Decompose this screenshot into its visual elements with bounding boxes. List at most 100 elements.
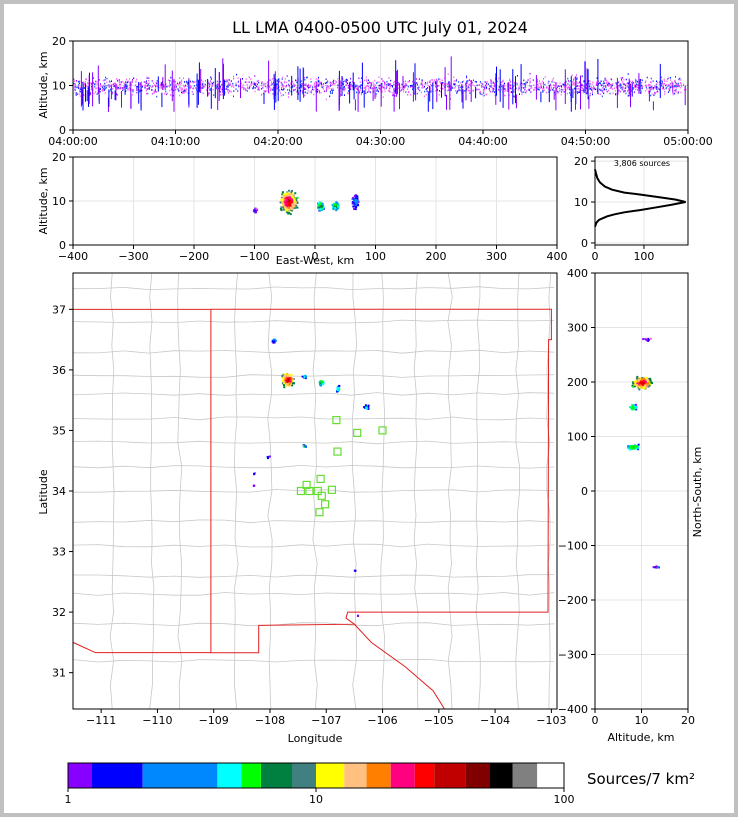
altitude-time-source [685, 88, 687, 91]
altitude-time-source [461, 81, 463, 83]
altitude-time-source [468, 87, 470, 89]
altitude-time-source [118, 79, 120, 82]
altitude-time-source [521, 86, 523, 89]
county-boundary [73, 519, 555, 524]
altitude-time-source [544, 76, 546, 78]
altitude-time-source [185, 89, 187, 91]
altitude-time-source [156, 85, 157, 87]
altitude-time-source [389, 90, 390, 92]
altitude-time-source [109, 81, 111, 83]
altitude-time-source [78, 80, 80, 83]
altitude-time-source [502, 83, 504, 86]
altitude-time-source [531, 87, 533, 89]
altitude-time-source [228, 79, 230, 81]
altitude-time-source [116, 78, 118, 81]
altitude-time-source [680, 82, 681, 84]
altitude-time-source [593, 88, 595, 90]
altitude-time-source [75, 94, 77, 96]
altitude-time-source [493, 83, 495, 86]
altitude-east-west-source [335, 206, 338, 209]
altitude-time-source [202, 80, 204, 83]
altitude-time-source [217, 83, 219, 85]
altitude-time-source [606, 90, 608, 93]
altitude-time-streak [222, 86, 224, 96]
altitude-time-source [330, 87, 332, 90]
altitude-time-source [301, 84, 302, 87]
altitude-time-source [288, 79, 290, 82]
altitude-time-source [154, 89, 156, 91]
altitude-time-source [577, 85, 579, 88]
altitude-time-source [489, 85, 491, 88]
altitude-time-source [447, 83, 449, 85]
altitude-time-source [491, 91, 493, 93]
altitude-time-source [606, 79, 607, 82]
altitude-time-source [301, 83, 303, 85]
altitude-time-streak [124, 83, 126, 95]
altitude-time-source [180, 82, 182, 85]
altitude-time-source [491, 84, 493, 87]
altitude-time-streak [188, 80, 190, 105]
altitude-time-source [532, 79, 534, 81]
altitude-time-source [373, 83, 375, 86]
altitude-time-source [417, 87, 419, 89]
altitude-time-source [650, 77, 652, 80]
altitude-time-source [485, 83, 487, 86]
altitude-east-west-source [295, 199, 298, 201]
altitude-time-source [514, 82, 516, 84]
altitude-time-source [375, 95, 377, 97]
altitude-time-source [476, 88, 478, 91]
altitude-time-source [529, 84, 530, 87]
altitude-time-source [640, 90, 642, 93]
altitude-time-source [322, 88, 324, 90]
altitude-east-west-source [279, 201, 282, 204]
altitude-east-west-source [332, 207, 335, 210]
altitude-time-source [403, 80, 405, 83]
altitude-time-source [635, 85, 637, 87]
altitude-time-source [596, 82, 598, 85]
altitude-time-source [574, 87, 576, 90]
altitude-time-source [123, 85, 125, 88]
altitude-time-source [248, 81, 250, 83]
altitude-time-source [431, 84, 433, 87]
altitude-time-source [376, 90, 378, 92]
north-south-altitude-source [645, 337, 648, 340]
altitude-time-source [387, 83, 389, 85]
altitude-time-source [182, 92, 184, 94]
altitude-time-source [291, 80, 293, 83]
north-south-altitude-source [645, 339, 648, 342]
altitude-time-source [154, 90, 156, 93]
altitude-time-source [288, 85, 290, 87]
altitude-time-source [404, 82, 406, 85]
altitude-time-source [296, 86, 298, 89]
altitude-time-source [170, 76, 172, 79]
altitude-time-source [671, 81, 673, 84]
altitude-time-source [675, 85, 677, 87]
altitude-time-source [683, 84, 685, 87]
altitude-time-source [90, 82, 92, 84]
altitude-time-source [237, 81, 239, 83]
altitude-time-source [347, 82, 348, 85]
altitude-time-source [430, 83, 432, 86]
altitude-time-source [79, 90, 81, 93]
altitude-time-streak [475, 86, 477, 99]
altitude-time-source [355, 91, 357, 94]
altitude-time-source [435, 85, 437, 87]
altitude-time-source [228, 81, 230, 84]
altitude-time-source [74, 83, 76, 85]
altitude-time-source [565, 89, 567, 91]
altitude-time-source [447, 85, 449, 88]
altitude-time-source [296, 81, 298, 84]
altitude-east-west-source [293, 199, 296, 202]
altitude-time-source [558, 85, 560, 88]
altitude-time-source [304, 78, 306, 81]
altitude-east-west-source [291, 196, 294, 198]
altitude-time-source [623, 91, 625, 93]
altitude-time-source [452, 87, 454, 89]
north-south-altitude-y-tick-label: −200 [558, 594, 588, 607]
colorbar-swatch [366, 763, 391, 788]
altitude-time-source [458, 84, 460, 87]
altitude-time-source [181, 87, 183, 89]
altitude-time-source [389, 83, 391, 86]
altitude-time-source [492, 82, 494, 84]
altitude-time-source [318, 80, 320, 82]
